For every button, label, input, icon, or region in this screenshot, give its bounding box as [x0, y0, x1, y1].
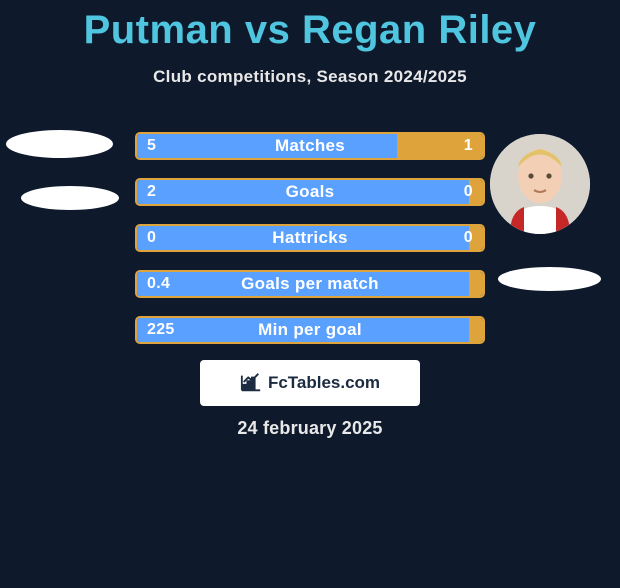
- page-title: Putman vs Regan Riley: [0, 8, 620, 53]
- stat-row: 0.4 Goals per match: [135, 270, 485, 298]
- stat-bar-left: [137, 180, 469, 204]
- stat-value-left: 0.4: [147, 270, 170, 298]
- branding-badge: FcTables.com: [200, 360, 420, 406]
- stat-value-right: 1: [464, 132, 473, 160]
- chart-icon: [240, 372, 262, 394]
- branding-text: FcTables.com: [268, 373, 380, 393]
- player-left-placeholder-2: [21, 186, 119, 210]
- stat-row: 5 Matches 1: [135, 132, 485, 160]
- date-label: 24 february 2025: [0, 418, 620, 439]
- player-left-placeholder-1: [6, 130, 113, 158]
- stat-row: 2 Goals 0: [135, 178, 485, 206]
- player-right-placeholder: [498, 267, 601, 291]
- avatar-face-icon: [490, 134, 590, 234]
- stat-row: 0 Hattricks 0: [135, 224, 485, 252]
- stat-value-left: 0: [147, 224, 156, 252]
- stat-value-left: 2: [147, 178, 156, 206]
- stat-bar: [135, 132, 485, 160]
- stat-row: 225 Min per goal: [135, 316, 485, 344]
- stat-bar: [135, 178, 485, 206]
- stats-bars: 5 Matches 1 2 Goals 0 0 Hattricks 0 0.4 …: [135, 132, 485, 362]
- stat-bar-left: [137, 272, 469, 296]
- stat-bar-left: [137, 318, 469, 342]
- stat-bar-left: [137, 226, 469, 250]
- stat-bar-right: [469, 318, 483, 342]
- stat-value-right: 0: [464, 224, 473, 252]
- stat-bar-right: [469, 272, 483, 296]
- stat-value-left: 225: [147, 316, 175, 344]
- stat-value-right: 0: [464, 178, 473, 206]
- stat-bar-left: [137, 134, 397, 158]
- stat-value-left: 5: [147, 132, 156, 160]
- subtitle: Club competitions, Season 2024/2025: [0, 67, 620, 87]
- player-right-avatar: [490, 134, 590, 234]
- stat-bar: [135, 224, 485, 252]
- stat-bar: [135, 270, 485, 298]
- stat-bar: [135, 316, 485, 344]
